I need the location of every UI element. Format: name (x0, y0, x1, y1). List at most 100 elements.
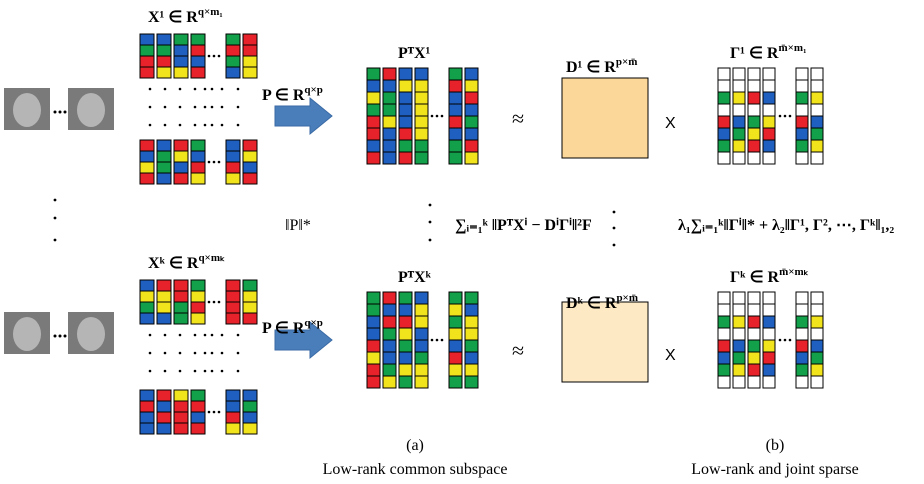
cell (449, 152, 462, 164)
cell (718, 116, 730, 128)
dot (208, 301, 211, 304)
dot (429, 221, 432, 224)
cell (399, 364, 412, 376)
cell (140, 140, 154, 151)
cell (449, 92, 462, 104)
cell (465, 352, 478, 364)
cell (415, 104, 428, 116)
cell (226, 45, 240, 56)
dot (213, 161, 216, 164)
cell (383, 104, 396, 116)
cell (383, 116, 396, 128)
dot (59, 111, 62, 114)
dot (64, 111, 67, 114)
cell (465, 104, 478, 116)
cell (449, 68, 462, 80)
cell (140, 151, 154, 162)
cell (226, 140, 240, 151)
dot (211, 352, 214, 355)
cell (415, 92, 428, 104)
cell (383, 68, 396, 80)
dot (164, 88, 167, 91)
cell (796, 80, 808, 92)
cell (748, 328, 760, 340)
cell (811, 352, 823, 364)
cell (383, 352, 396, 364)
dot (221, 334, 224, 337)
cell (157, 390, 171, 401)
cell (449, 316, 462, 328)
cell (367, 104, 380, 116)
cell (811, 92, 823, 104)
dot (194, 124, 197, 127)
cell (140, 412, 154, 423)
cell (174, 151, 188, 162)
cell (140, 313, 154, 324)
cell (718, 376, 730, 388)
cell (733, 340, 745, 352)
cell (226, 313, 240, 324)
dot (179, 334, 182, 337)
cell (157, 313, 171, 324)
cell (733, 328, 745, 340)
cell (718, 292, 730, 304)
cell (174, 56, 188, 67)
cell (811, 80, 823, 92)
cell (748, 92, 760, 104)
cell (226, 302, 240, 313)
cell (449, 304, 462, 316)
cell (191, 280, 205, 291)
cell (367, 304, 380, 316)
cell (226, 412, 240, 423)
cell (718, 328, 730, 340)
face-shade (77, 317, 105, 351)
cell (465, 116, 478, 128)
dot (149, 334, 152, 337)
cell (415, 340, 428, 352)
cell (748, 376, 760, 388)
dot (208, 411, 211, 414)
dot (149, 370, 152, 373)
cell (718, 128, 730, 140)
cell (157, 140, 171, 151)
cell (718, 304, 730, 316)
cell (763, 376, 775, 388)
diagram: X¹ ∈ Rq×m₁ P ∈ Rq×p PᵀX¹ ≈ D¹ ∈ Rp×m̄ X … (0, 0, 924, 484)
caption-a-text: Low-rank common subspace (323, 461, 508, 478)
cell (226, 151, 240, 162)
cell (383, 340, 396, 352)
cell (243, 302, 257, 313)
cell (796, 316, 808, 328)
cell (796, 328, 808, 340)
cell (399, 68, 412, 80)
cell (449, 364, 462, 376)
cell (226, 291, 240, 302)
dot (779, 339, 782, 342)
cell (157, 173, 171, 184)
cell (191, 313, 205, 324)
cell (367, 92, 380, 104)
cell (174, 302, 188, 313)
cell (243, 34, 257, 45)
cell (733, 364, 745, 376)
dot (204, 88, 207, 91)
cell (383, 376, 396, 388)
cell (763, 340, 775, 352)
cell (449, 352, 462, 364)
cell (733, 68, 745, 80)
cell (367, 328, 380, 340)
dot (784, 115, 787, 118)
cell (415, 152, 428, 164)
cell (399, 352, 412, 364)
cell (763, 116, 775, 128)
dot (221, 352, 224, 355)
cell (191, 162, 205, 173)
dot (211, 124, 214, 127)
cell (748, 352, 760, 364)
cell (367, 128, 380, 140)
cell (383, 140, 396, 152)
cell (733, 376, 745, 388)
cell (733, 92, 745, 104)
cell (157, 45, 171, 56)
dot (164, 352, 167, 355)
